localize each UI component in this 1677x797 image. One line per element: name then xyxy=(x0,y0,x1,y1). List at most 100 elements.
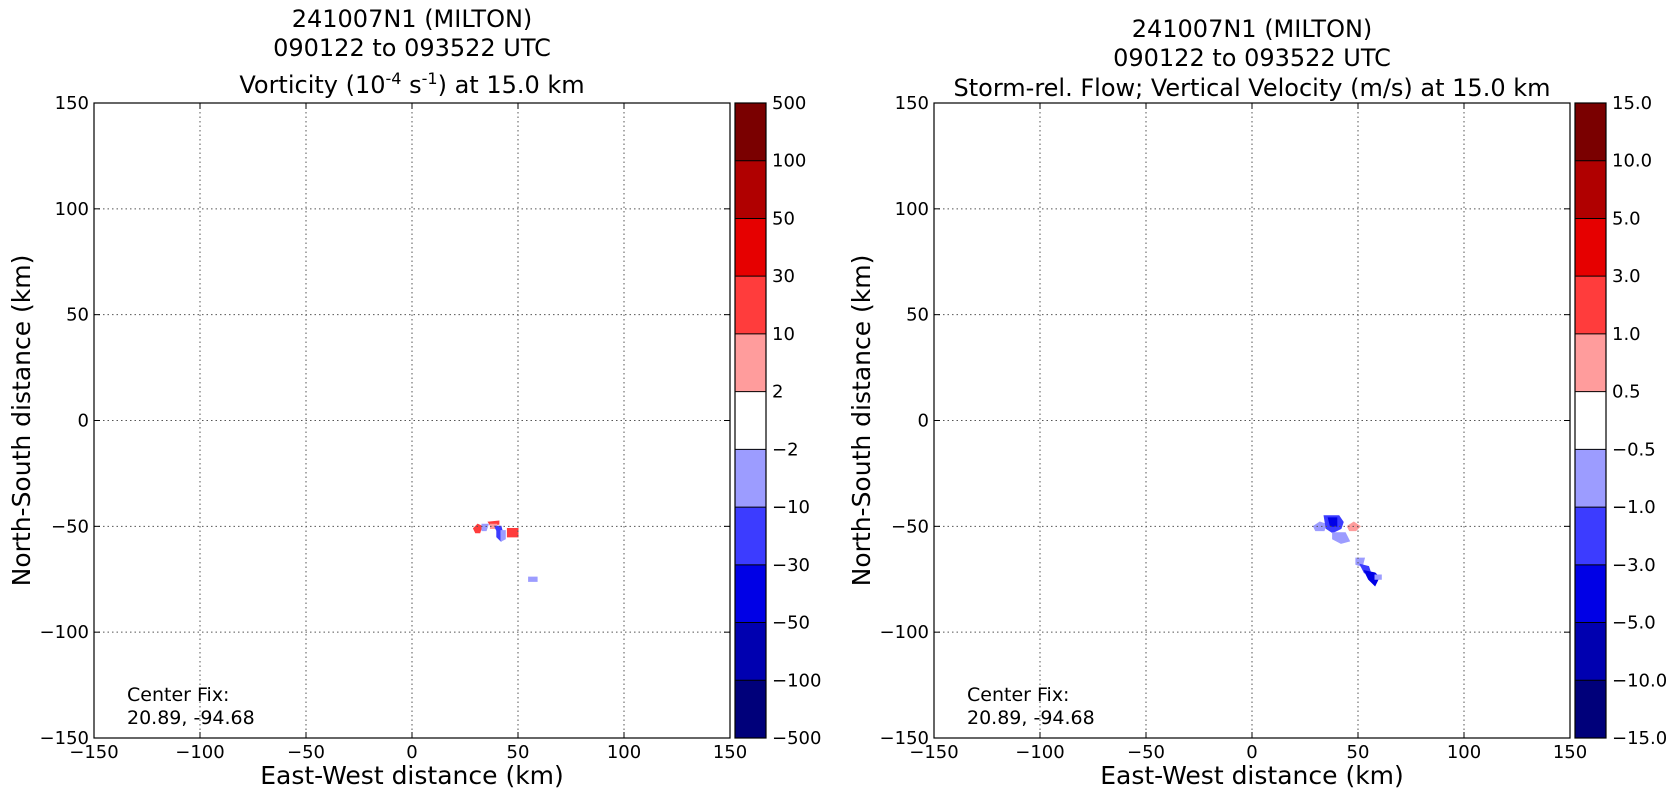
colorbar-tick-label: −30 xyxy=(772,555,810,576)
chart-panel-2: −150 −100 −50 0 50 100 150 150 100 50 0 −50 −100 −150… xyxy=(847,15,1667,790)
x-tick-label: 50 xyxy=(1347,742,1370,763)
x-tick-label: 0 xyxy=(406,742,417,763)
chart-title-line: 090122 to 093522 UTC xyxy=(1113,44,1391,72)
contour-patch xyxy=(1332,532,1351,544)
colorbar-segment xyxy=(735,680,766,738)
colorbar-tick-label: −500 xyxy=(772,728,821,749)
y-tick-label: −50 xyxy=(891,516,929,537)
colorbar-segment xyxy=(735,160,766,219)
colorbar-tick-label: −100 xyxy=(772,670,821,691)
x-tick-label: −150 xyxy=(69,742,118,763)
colorbar-tick-label: 15.0 xyxy=(1612,93,1652,114)
x-tick-label: 150 xyxy=(713,742,747,763)
colorbar-tick-label: −3.0 xyxy=(1612,555,1656,576)
colorbar-segment xyxy=(1575,218,1606,277)
colorbar-tick-label: −10 xyxy=(772,497,810,518)
colorbar-segment xyxy=(735,391,766,450)
chart-panel-1: −150 −100 −50 0 50 100 150150100500−50−100−150… xyxy=(7,5,821,790)
colorbar-tick-label: 5.0 xyxy=(1612,208,1641,229)
y-tick-label: −50 xyxy=(51,516,89,537)
center-fix-annotation: 20.89, -94.68 xyxy=(127,707,255,729)
colorbar-tick-label: 100 xyxy=(772,151,806,172)
y-tick-label: 150 xyxy=(55,93,89,114)
colorbar-tick-label: −10.0 xyxy=(1612,670,1667,691)
colorbar-segment xyxy=(735,333,766,392)
x-tick-label: −50 xyxy=(1127,742,1165,763)
colorbar-tick-label: 10.0 xyxy=(1612,151,1652,172)
colorbar-tick-label: −2 xyxy=(772,439,799,460)
x-tick-label: 0 xyxy=(1246,742,1257,763)
colorbar-tick-label: 500 xyxy=(772,93,806,114)
colorbar-tick-label: −1.0 xyxy=(1612,497,1656,518)
y-axis-label: North-South distance (km) xyxy=(7,255,36,587)
x-tick-label: 100 xyxy=(1447,742,1481,763)
colorbar-tick-label: 10 xyxy=(772,324,795,345)
colorbar-segment xyxy=(735,622,766,681)
colorbar-segment xyxy=(735,218,766,277)
title-segment: ) at 15.0 km xyxy=(438,71,585,99)
x-tick-label: 50 xyxy=(507,742,530,763)
colorbar-tick-label: 50 xyxy=(772,208,795,229)
x-tick-label: −150 xyxy=(909,742,958,763)
colorbar-tick-label: −0.5 xyxy=(1612,439,1656,460)
contour-patch xyxy=(528,576,538,582)
center-fix-annotation: Center Fix: xyxy=(127,684,229,706)
title-segment: s xyxy=(401,71,421,99)
contour-patch xyxy=(472,523,483,534)
colorbar-segment xyxy=(1575,391,1606,450)
y-tick-label: 100 xyxy=(55,199,89,220)
contour-patch xyxy=(500,530,506,542)
y-tick-label: −100 xyxy=(880,622,929,643)
x-tick-label: −50 xyxy=(287,742,325,763)
y-tick-label: 100 xyxy=(895,199,929,220)
contour-patch xyxy=(506,528,519,538)
colorbar-segment xyxy=(1575,333,1606,392)
center-fix-annotation: Center Fix: xyxy=(967,684,1069,706)
y-tick-label: 0 xyxy=(78,411,89,432)
chart-title-line: 241007N1 (MILTON) xyxy=(292,5,533,33)
y-tick-label: −100 xyxy=(40,622,89,643)
y-tick-label: 150 xyxy=(895,93,929,114)
colorbar-segment xyxy=(1575,680,1606,738)
title-segment: Vorticity (10 xyxy=(239,71,385,99)
colorbar-frame xyxy=(1574,102,1607,739)
colorbar-tick-label: 0.5 xyxy=(1612,382,1641,403)
x-axis-label: East-West distance (km) xyxy=(260,761,564,790)
contour-patch xyxy=(1312,521,1327,532)
y-tick-label: 50 xyxy=(66,305,89,326)
y-tick-label: 50 xyxy=(906,305,929,326)
chart-title-line: 090122 to 093522 UTC xyxy=(273,34,551,62)
colorbar-segment xyxy=(1575,622,1606,681)
x-tick-label: 100 xyxy=(607,742,641,763)
plot-area xyxy=(934,103,1570,738)
colorbar-segment xyxy=(1575,103,1606,161)
colorbar-segment xyxy=(735,449,766,508)
colorbar-tick-label: 2 xyxy=(772,382,783,403)
contour-patch xyxy=(481,523,489,532)
y-tick-label: −150 xyxy=(40,728,89,749)
x-axis-label: East-West distance (km) xyxy=(1100,761,1404,790)
colorbar-segment xyxy=(1575,564,1606,623)
colorbar-frame xyxy=(734,102,767,739)
colorbar-segment xyxy=(1575,449,1606,508)
y-axis-label: North-South distance (km) xyxy=(847,255,876,587)
title-exponent: -4 xyxy=(386,69,402,88)
y-tick-label: 0 xyxy=(918,411,929,432)
colorbar-segment xyxy=(735,564,766,623)
x-tick-label: −100 xyxy=(1015,742,1064,763)
colorbar-tick-label: −50 xyxy=(772,613,810,634)
contour-patch xyxy=(1327,517,1338,527)
chart-title-field: Vorticity (10-4 s-1) at 15.0 km xyxy=(239,69,584,99)
colorbar-segment xyxy=(735,507,766,565)
colorbar-segment xyxy=(735,276,766,334)
colorbar-segment xyxy=(1575,507,1606,565)
colorbar-tick-label: 30 xyxy=(772,266,795,287)
chart-title-line: 241007N1 (MILTON) xyxy=(1132,15,1373,43)
center-fix-annotation: 20.89, -94.68 xyxy=(967,707,1095,729)
x-tick-label: −100 xyxy=(175,742,224,763)
y-tick-label: −150 xyxy=(880,728,929,749)
colorbar-tick-label: −15.0 xyxy=(1612,728,1667,749)
colorbar-segment xyxy=(1575,276,1606,334)
plot-area xyxy=(94,103,730,738)
